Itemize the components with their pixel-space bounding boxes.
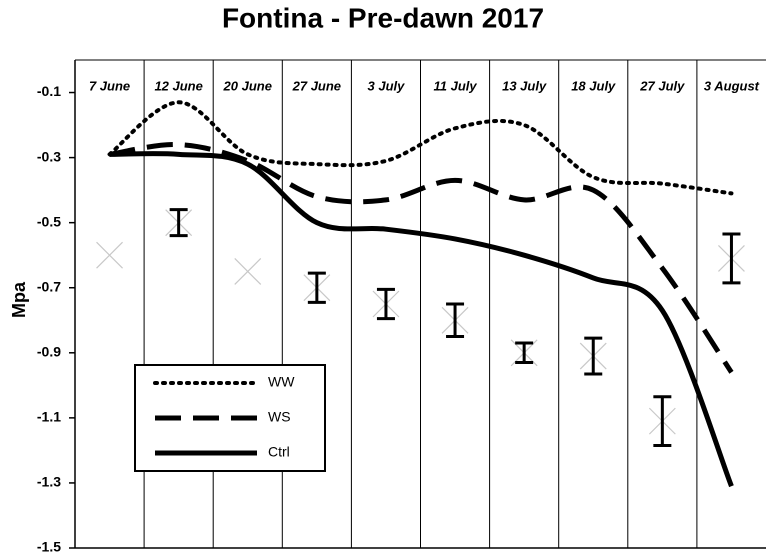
line (109, 151, 734, 488)
line (109, 142, 734, 374)
line (107, 100, 734, 196)
y-tick-label: -0.5 (37, 213, 61, 229)
x-tick-label: 13 July (502, 78, 547, 93)
x-tick-label: 7 June (89, 78, 130, 93)
x-tick-label: 27 June (292, 78, 341, 93)
error-bar (722, 232, 741, 285)
x-tick-label: 20 June (223, 78, 272, 93)
error-bar (169, 208, 188, 238)
x-tick-label: 27 July (639, 78, 685, 93)
y-axis-label: Mpa (9, 281, 29, 318)
legend-label: WS (268, 409, 291, 425)
error-bar (515, 341, 534, 365)
y-tick-label: -1.3 (37, 474, 61, 490)
marker (96, 241, 123, 269)
y-tick-label: -0.9 (37, 344, 61, 360)
error-bar (307, 271, 326, 304)
y-tick-label: -1.1 (37, 409, 61, 425)
y-tick-label: -0.3 (37, 148, 61, 164)
y-tick-label: -0.7 (37, 278, 61, 294)
legend: WW WS Ctrl (134, 364, 326, 472)
error-bar (653, 395, 672, 448)
legend-label: WW (268, 374, 295, 390)
x-tick-label: 11 July (433, 78, 477, 93)
x-tick-label: 18 July (571, 78, 616, 93)
y-tick-label: -0.1 (37, 83, 61, 99)
x-tick-label: 3 July (368, 78, 406, 93)
chart-title: Fontina - Pre-dawn 2017 (222, 2, 544, 33)
x-tick-label: 3 August (704, 78, 760, 93)
legend-label: Ctrl (268, 444, 290, 460)
y-tick-label: -1.5 (37, 539, 61, 555)
marker (234, 258, 262, 285)
error-bar (584, 336, 603, 376)
error-bar (446, 302, 465, 339)
error-bar (376, 287, 395, 321)
x-tick-label: 12 June (154, 78, 202, 93)
